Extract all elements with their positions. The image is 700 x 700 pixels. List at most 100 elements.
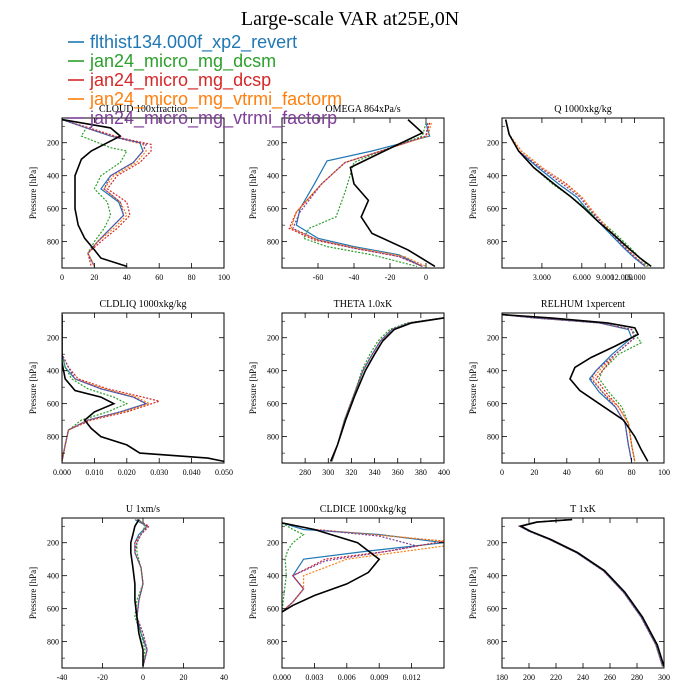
y-axis-label: Pressure [hPa] xyxy=(248,167,258,219)
y-tick-label: 600 xyxy=(487,205,499,214)
y-axis-label: Pressure [hPa] xyxy=(28,567,38,619)
y-axis-label: Pressure [hPa] xyxy=(248,362,258,414)
series-line-4 xyxy=(517,519,664,667)
y-tick-label: 600 xyxy=(267,605,279,614)
series-line-1 xyxy=(517,519,664,667)
panel-title: RELHUM 1xpercent xyxy=(541,299,625,310)
y-tick-label: 400 xyxy=(267,572,279,581)
y-tick-label: 400 xyxy=(267,172,279,181)
series-line-5 xyxy=(62,118,128,268)
series-line-4 xyxy=(502,314,636,462)
x-tick-label: 400 xyxy=(438,468,450,477)
series-line-1 xyxy=(62,314,129,462)
y-tick-label: 200 xyxy=(47,539,59,548)
x-tick-label: 180 xyxy=(496,673,508,682)
series-line-3 xyxy=(290,122,432,267)
x-tick-label: 40 xyxy=(563,468,571,477)
x-tick-label: 280 xyxy=(631,673,643,682)
x-tick-label: 3.000 xyxy=(533,273,551,282)
series-line-5 xyxy=(282,522,381,613)
x-tick-label: 80 xyxy=(628,468,636,477)
series-line-5 xyxy=(518,518,664,667)
x-tick-label: 40 xyxy=(220,673,228,682)
y-tick-label: 400 xyxy=(47,172,59,181)
x-tick-label: 0.030 xyxy=(150,468,168,477)
panel-title: OMEGA 864xPa/s xyxy=(325,104,400,115)
series-line-1 xyxy=(331,317,444,462)
y-tick-label: 400 xyxy=(47,572,59,581)
y-axis-label: Pressure [hPa] xyxy=(468,567,478,619)
y-tick-label: 400 xyxy=(487,367,499,376)
y-axis-label: Pressure [hPa] xyxy=(468,167,478,219)
panel-8: T 1xK Pressure [hPa] 200 400 600 800 180 200 220… xyxy=(468,504,670,682)
y-tick-label: 800 xyxy=(267,433,279,442)
series-line-0 xyxy=(62,314,148,462)
x-tick-label: 0.000 xyxy=(273,673,291,682)
series-line-4 xyxy=(331,317,444,462)
y-tick-label: 600 xyxy=(487,605,499,614)
panel-title: THETA 1.0xK xyxy=(334,299,393,310)
legend: flthist134.000f_xp2_revertjan24_micro_mg… xyxy=(68,32,342,129)
legend-label: flthist134.000f_xp2_revert xyxy=(90,32,297,53)
y-tick-label: 800 xyxy=(487,433,499,442)
y-axis-label: Pressure [hPa] xyxy=(468,362,478,414)
panel-6: U 1xm/s Pressure [hPa] 200 400 600 800 -40 -20 0… xyxy=(28,504,228,682)
x-tick-label: -40 xyxy=(349,273,360,282)
series-line-5 xyxy=(502,313,649,462)
x-tick-label: 240 xyxy=(577,673,589,682)
x-tick-label: 100 xyxy=(658,468,670,477)
y-tick-label: 800 xyxy=(487,238,499,247)
plot-frame xyxy=(281,117,445,269)
figure-title: Large-scale VAR at25E,0N xyxy=(241,8,459,30)
x-tick-label: 280 xyxy=(299,468,311,477)
series-line-5 xyxy=(349,119,436,268)
y-axis-label: Pressure [hPa] xyxy=(248,567,258,619)
y-tick-label: 800 xyxy=(47,238,59,247)
x-tick-label: 60 xyxy=(155,273,163,282)
x-tick-label: -60 xyxy=(313,273,324,282)
series-line-3 xyxy=(505,119,648,267)
series-line-2 xyxy=(505,119,648,267)
y-axis-label: Pressure [hPa] xyxy=(28,167,38,219)
x-tick-label: 0.006 xyxy=(338,673,356,682)
series-line-4 xyxy=(62,314,148,462)
y-tick-label: 600 xyxy=(487,400,499,409)
series-line-1 xyxy=(62,119,128,267)
series-line-5 xyxy=(62,314,224,463)
y-tick-label: 600 xyxy=(47,605,59,614)
y-tick-label: 200 xyxy=(47,139,59,148)
panel-7: CLDICE 1000xkg/kg Pressure [hPa] 200 400 600… xyxy=(248,504,445,682)
y-tick-label: 400 xyxy=(487,172,499,181)
series-line-3 xyxy=(331,317,444,462)
y-tick-label: 800 xyxy=(267,638,279,647)
x-tick-label: 0 xyxy=(60,273,64,282)
y-tick-label: 200 xyxy=(47,334,59,343)
x-tick-label: 220 xyxy=(550,673,562,682)
x-tick-label: 380 xyxy=(415,468,427,477)
y-tick-label: 600 xyxy=(267,400,279,409)
x-tick-label: 360 xyxy=(392,468,404,477)
x-tick-label: 15.000 xyxy=(624,273,646,282)
series-line-2 xyxy=(517,519,664,667)
x-tick-label: 0.003 xyxy=(305,673,323,682)
plot-frame xyxy=(61,312,225,464)
x-tick-label: 0.020 xyxy=(118,468,136,477)
y-tick-label: 200 xyxy=(267,334,279,343)
y-tick-label: 800 xyxy=(487,638,499,647)
x-tick-label: 6.000 xyxy=(573,273,591,282)
y-tick-label: 800 xyxy=(47,638,59,647)
x-tick-label: 0.050 xyxy=(215,468,233,477)
x-tick-label: 0.040 xyxy=(183,468,201,477)
x-tick-label: 100 xyxy=(218,273,230,282)
x-tick-label: 300 xyxy=(658,673,670,682)
x-tick-label: 20 xyxy=(180,673,188,682)
y-tick-label: 200 xyxy=(267,539,279,548)
series-line-3 xyxy=(62,119,147,267)
series-line-3 xyxy=(502,314,636,462)
x-tick-label: 40 xyxy=(123,273,131,282)
x-tick-label: 340 xyxy=(369,468,381,477)
series-line-1 xyxy=(502,314,643,462)
plot-frame xyxy=(501,517,665,669)
